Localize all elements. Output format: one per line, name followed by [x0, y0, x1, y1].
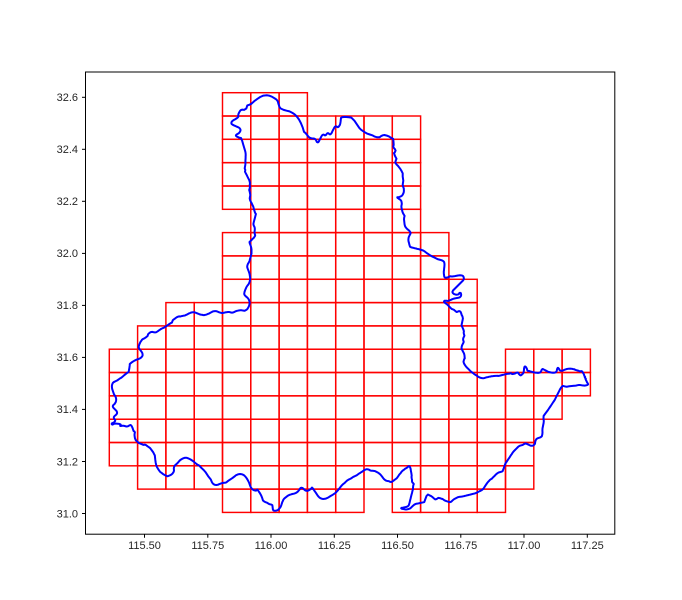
svg-text:31.0: 31.0: [57, 508, 78, 520]
svg-text:31.2: 31.2: [57, 456, 78, 468]
svg-text:32.6: 32.6: [57, 92, 78, 104]
svg-text:115.50: 115.50: [128, 540, 161, 552]
svg-text:116.25: 116.25: [318, 540, 351, 552]
svg-text:115.75: 115.75: [191, 540, 224, 552]
svg-text:116.75: 116.75: [444, 540, 477, 552]
svg-text:116.00: 116.00: [255, 540, 288, 552]
svg-text:31.6: 31.6: [57, 352, 78, 364]
svg-text:116.50: 116.50: [381, 540, 414, 552]
svg-text:31.4: 31.4: [57, 404, 78, 416]
svg-text:32.2: 32.2: [57, 196, 78, 208]
svg-text:31.8: 31.8: [57, 300, 78, 312]
svg-text:32.0: 32.0: [57, 248, 78, 260]
svg-text:117.00: 117.00: [508, 540, 541, 552]
svg-text:32.4: 32.4: [57, 144, 78, 156]
svg-text:117.25: 117.25: [571, 540, 604, 552]
